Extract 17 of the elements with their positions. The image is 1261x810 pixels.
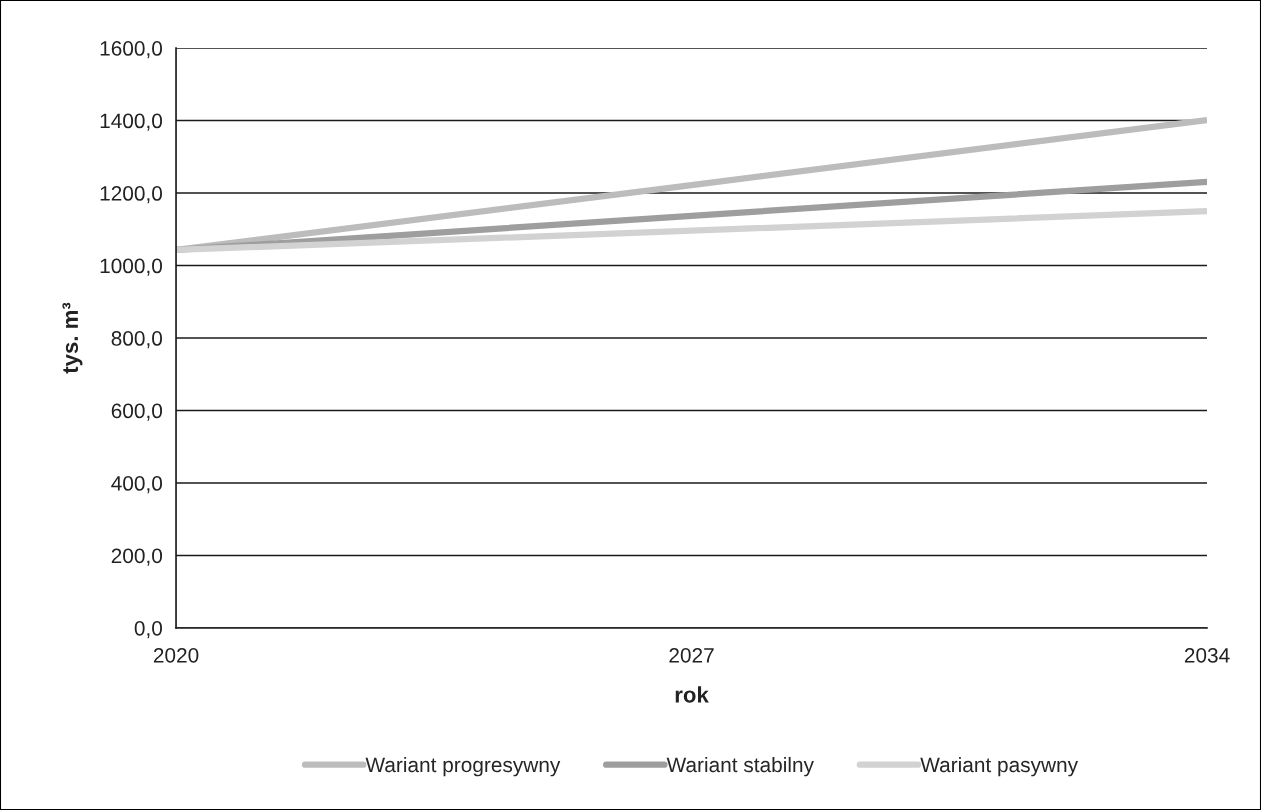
y-tick-label: 200,0 [111, 548, 163, 566]
y-tick-label: 400,0 [111, 476, 163, 494]
y-tick-label: 1200,0 [100, 186, 163, 204]
y-tick-label: 1400,0 [100, 113, 163, 131]
x-tick-label: 2034 [1184, 647, 1230, 663]
y-tick-label: 1600,0 [100, 41, 163, 59]
y-tick-label: 800,0 [111, 331, 163, 349]
legend-label: Wariant stabilny [666, 756, 814, 777]
y-tick-label: 0,0 [134, 620, 163, 639]
y-tick-label: 1000,0 [100, 258, 163, 276]
legend-label: Wariant progresywny [365, 756, 561, 777]
x-axis-title: rok [675, 686, 709, 703]
x-tick-label: 2027 [669, 647, 714, 663]
y-tick-label: 600,0 [111, 403, 163, 421]
x-tick-label: 2020 [153, 647, 199, 663]
legend-label: Wariant pasywny [920, 756, 1079, 777]
y-axis-title: tys. m³ [62, 302, 83, 374]
